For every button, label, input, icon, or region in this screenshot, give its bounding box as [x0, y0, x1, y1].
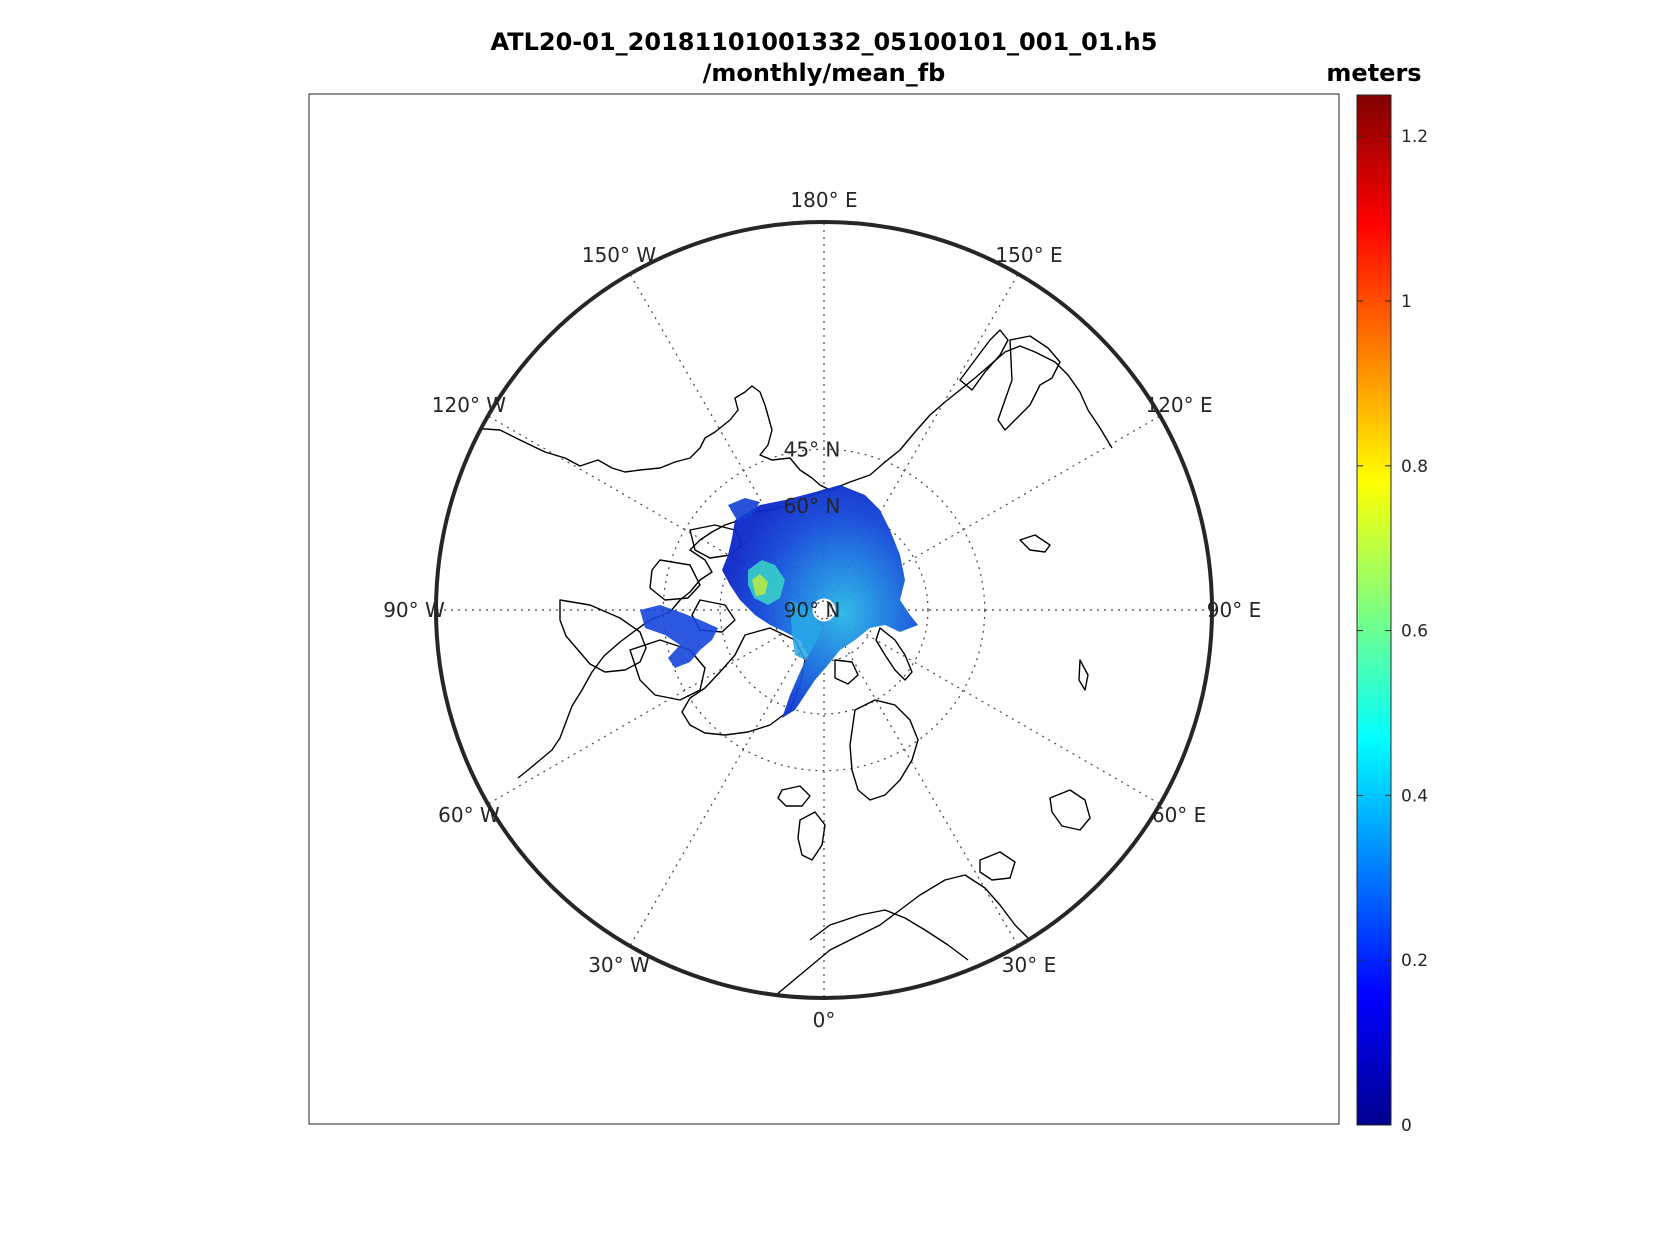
- coastline-arctic-archipelago-2: [649, 559, 701, 601]
- freeboard-swath-bering: [728, 498, 760, 522]
- latitude-label: 60° N: [784, 494, 841, 518]
- pole-hole-outline: [814, 600, 834, 620]
- freeboard-transpolar: [790, 600, 822, 660]
- pole-hole: [812, 598, 836, 622]
- meridian-30: [823, 609, 1019, 947]
- coastline-lake-asia: [1078, 659, 1089, 691]
- latitude-circle-60: [719, 505, 929, 715]
- coastline-europe-south: [809, 909, 969, 961]
- longitude-label: 150° E: [995, 243, 1062, 267]
- longitude-label: 60° E: [1152, 803, 1206, 827]
- latitude-label: 90° N: [784, 598, 841, 622]
- longitude-label: 150° W: [582, 243, 657, 267]
- latitude-label: 45° N: [784, 437, 841, 461]
- longitude-label: 30° W: [588, 953, 650, 977]
- colorbar-tick-label: 0.8: [1401, 457, 1428, 477]
- longitude-label: 120° W: [432, 393, 507, 417]
- colorbar-tick-label: 0.4: [1401, 786, 1428, 806]
- coastline-hudson-bay: [559, 599, 647, 673]
- polar-map: 180° E 150° E 120° E 90° E 60° E 30° E 0° 30° W…: [383, 188, 1261, 1032]
- colorbar: meters 0 0.2 0.4 0.6 0.8 1 1.2: [1326, 59, 1428, 1136]
- colorbar-tick-label: 1.2: [1401, 127, 1428, 147]
- coastline-okhotsk: [997, 335, 1061, 431]
- coastline-caspian: [1049, 789, 1091, 831]
- map-boundary: [434, 220, 1214, 1000]
- colorbar-tick-label: 0.6: [1401, 622, 1428, 642]
- longitude-label: 120° E: [1145, 393, 1212, 417]
- longitude-label: 180° E: [790, 188, 857, 212]
- freeboard-swath-canada: [640, 605, 718, 668]
- colorbar-tick-label: 0.2: [1401, 951, 1428, 971]
- coastlines: [469, 329, 1113, 998]
- colorbar-label: meters: [1326, 59, 1421, 87]
- longitude-label: 90° E: [1207, 598, 1261, 622]
- colorbar-gradient: [1356, 94, 1392, 1126]
- figure-subtitle: /monthly/mean_fb: [703, 59, 946, 87]
- coastline-novaya-zemlya: [875, 627, 913, 681]
- coastline-kamchatka: [959, 329, 1009, 391]
- coastline-baffin-island: [629, 639, 706, 701]
- coastline-british-isles: [797, 811, 826, 861]
- coastline-eurasia-north: [829, 345, 1113, 491]
- longitude-label: 0°: [813, 1008, 836, 1032]
- coastline-iceland: [777, 785, 811, 807]
- longitude-labels: 180° E 150° E 120° E 90° E 60° E 30° E 0° 30° W…: [383, 188, 1261, 1032]
- coastline-europe: [769, 874, 1046, 998]
- longitude-label: 30° E: [1002, 953, 1056, 977]
- longitude-label: 90° W: [383, 598, 445, 622]
- longitude-label: 60° W: [438, 803, 500, 827]
- coastline-black-sea: [979, 851, 1016, 881]
- coastline-lake-baikal: [1019, 534, 1051, 553]
- coastline-arctic-archipelago-3: [691, 599, 736, 633]
- meridian-300: [487, 609, 825, 805]
- colorbar-tick-label: 1: [1401, 292, 1412, 312]
- colorbar-tick-label: 0: [1401, 1116, 1412, 1136]
- coastline-scandinavia: [849, 699, 919, 801]
- meridian-330: [629, 609, 825, 947]
- freeboard-thickest-ice: [752, 574, 768, 596]
- colorbar-ticks: 0 0.2 0.4 0.6 0.8 1 1.2: [1357, 127, 1428, 1136]
- coastline-north-america: [469, 385, 831, 779]
- meridian-60: [823, 609, 1161, 805]
- figure-title: ATL20-01_20181101001332_05100101_001_01.…: [491, 28, 1158, 56]
- freeboard-data: [640, 485, 918, 718]
- latitude-labels: 45° N 60° N 90° N: [784, 437, 841, 622]
- coastline-svalbard: [834, 659, 859, 685]
